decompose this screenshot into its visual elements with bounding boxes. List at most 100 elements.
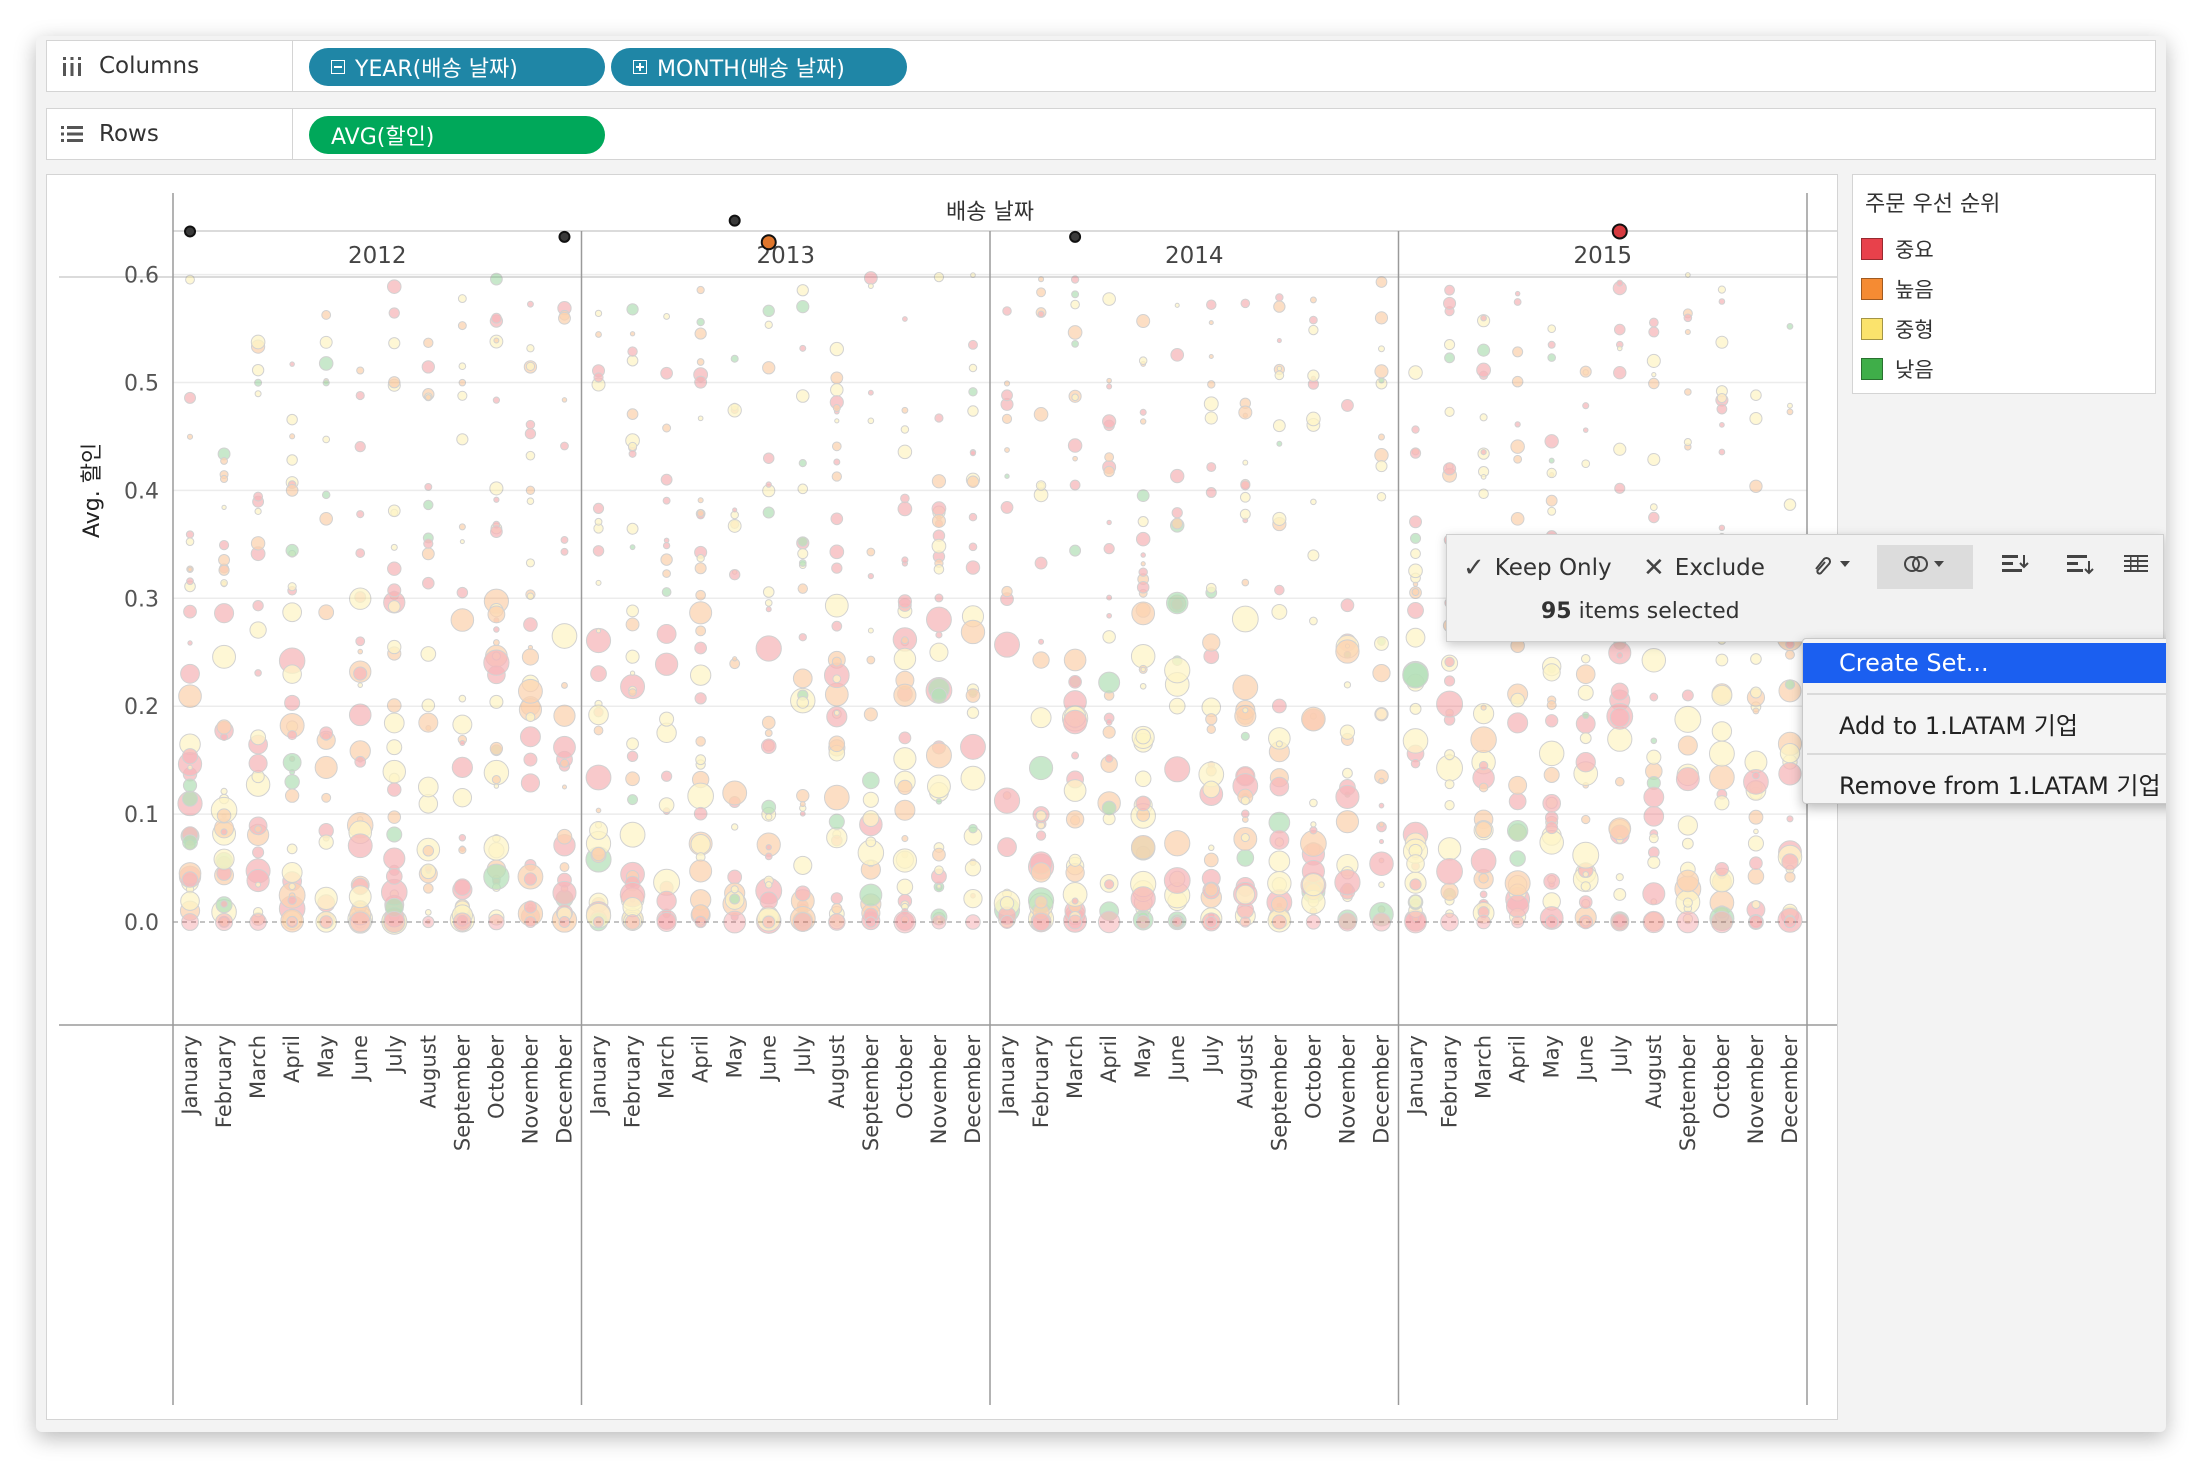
background-mark[interactable] [557,905,572,920]
background-mark[interactable] [793,855,813,875]
background-mark[interactable] [662,910,671,919]
background-mark[interactable] [1239,508,1251,520]
background-mark[interactable] [1444,656,1455,668]
background-mark[interactable] [485,644,508,668]
background-mark[interactable] [831,620,843,632]
background-mark[interactable] [860,859,881,880]
background-mark[interactable] [1169,914,1185,930]
background-mark[interactable] [1610,682,1629,701]
background-mark[interactable] [796,300,810,314]
background-mark[interactable] [1307,378,1320,390]
background-mark[interactable] [424,908,432,916]
background-mark[interactable] [892,627,918,652]
background-mark[interactable] [1309,712,1317,720]
background-mark[interactable] [357,682,364,688]
background-mark[interactable] [1572,866,1599,893]
background-mark[interactable] [210,796,238,824]
background-mark[interactable] [1547,353,1557,362]
background-mark[interactable] [1676,910,1700,934]
background-mark[interactable] [1307,895,1320,908]
background-mark[interactable] [764,320,773,329]
background-mark[interactable] [386,826,403,843]
background-mark[interactable] [798,561,807,570]
background-mark[interactable] [790,889,815,913]
background-mark[interactable] [1548,457,1555,464]
background-mark[interactable] [970,892,976,899]
background-mark[interactable] [1208,844,1215,852]
background-mark[interactable] [287,895,297,905]
background-mark[interactable] [525,589,536,600]
background-mark[interactable] [1410,758,1421,769]
background-mark[interactable] [1001,413,1013,424]
background-mark[interactable] [1716,392,1727,404]
background-mark[interactable] [212,644,237,669]
background-mark[interactable] [1782,903,1798,920]
background-mark[interactable] [1676,763,1700,787]
background-mark[interactable] [319,915,333,929]
background-mark[interactable] [1575,862,1597,884]
background-mark[interactable] [687,782,714,810]
background-mark[interactable] [797,483,809,495]
background-mark[interactable] [662,807,671,815]
background-mark[interactable] [1444,895,1455,906]
background-mark[interactable] [1477,343,1491,357]
background-mark[interactable] [387,583,402,598]
background-mark[interactable] [1102,725,1116,739]
background-mark[interactable] [1542,663,1561,682]
background-mark[interactable] [1715,653,1729,667]
background-mark[interactable] [863,271,878,285]
background-mark[interactable] [1677,815,1698,836]
background-mark[interactable] [894,799,916,821]
background-mark[interactable] [182,767,198,782]
background-mark[interactable] [1268,741,1290,763]
background-mark[interactable] [968,688,978,698]
background-mark[interactable] [220,828,228,836]
background-mark[interactable] [289,433,296,440]
background-mark[interactable] [214,818,235,839]
background-mark[interactable] [1027,853,1055,880]
background-mark[interactable] [1267,870,1292,896]
background-mark[interactable] [488,842,505,859]
background-mark[interactable] [1513,298,1522,306]
background-mark[interactable] [1071,751,1080,760]
background-mark[interactable] [1648,326,1660,338]
background-mark[interactable] [322,435,331,444]
background-mark[interactable] [314,755,338,780]
background-mark[interactable] [1582,781,1590,789]
background-mark[interactable] [1440,882,1459,901]
background-mark[interactable] [1168,697,1186,715]
background-mark[interactable] [1068,674,1082,689]
background-mark[interactable] [697,375,705,383]
background-mark[interactable] [1784,679,1796,690]
background-mark[interactable] [1135,728,1151,745]
background-mark[interactable] [1436,858,1463,885]
background-mark[interactable] [932,529,946,542]
background-mark[interactable] [658,797,675,813]
background-mark[interactable] [1643,786,1665,808]
background-mark[interactable] [1170,597,1184,611]
background-mark[interactable] [901,907,909,916]
background-mark[interactable] [1443,339,1456,351]
background-mark[interactable] [1476,362,1492,378]
background-mark[interactable] [1028,905,1055,933]
background-mark[interactable] [963,888,983,909]
background-mark[interactable] [1004,913,1010,919]
background-mark[interactable] [1511,915,1525,929]
background-mark[interactable] [830,383,844,397]
background-mark[interactable] [1200,886,1222,909]
background-mark[interactable] [319,726,334,741]
background-mark[interactable] [179,733,201,756]
background-mark[interactable] [629,670,636,676]
background-mark[interactable] [1274,837,1285,847]
background-mark[interactable] [729,893,741,905]
background-mark[interactable] [1408,563,1423,579]
background-mark[interactable] [1130,870,1157,898]
legend-item-medium[interactable]: 중형 [1853,309,2155,349]
background-mark[interactable] [1777,907,1803,933]
background-mark[interactable] [1476,914,1491,930]
background-mark[interactable] [1616,652,1624,659]
background-mark[interactable] [1547,914,1556,922]
background-mark[interactable] [281,862,303,883]
background-mark[interactable] [930,908,948,926]
background-mark[interactable] [1748,809,1764,825]
